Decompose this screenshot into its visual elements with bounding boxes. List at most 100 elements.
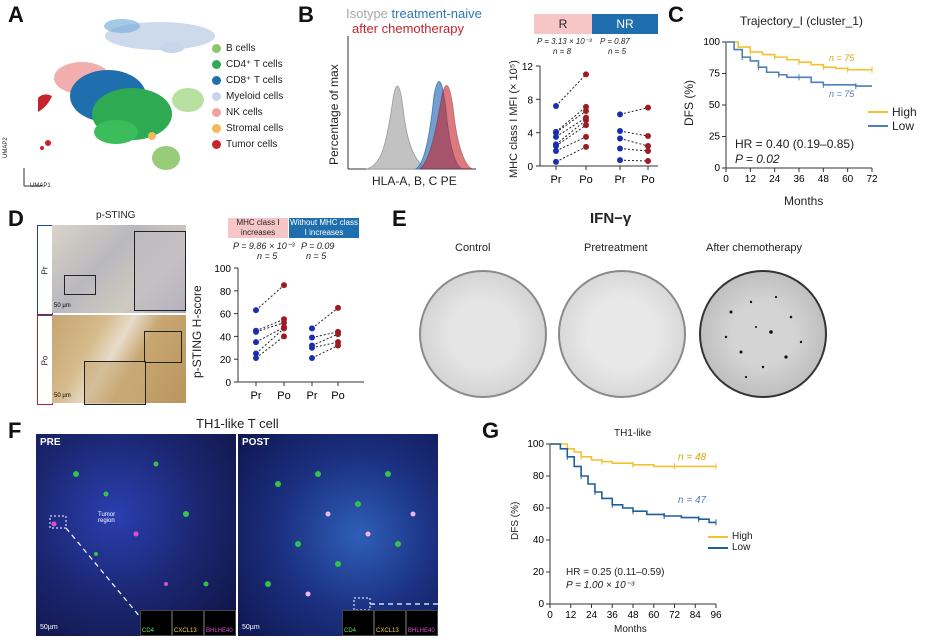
umap-axes xyxy=(23,168,42,187)
y-tick-label: 100 xyxy=(703,37,720,48)
umap1-label: UMAP1 xyxy=(30,183,51,189)
y-tick-label: 60 xyxy=(533,503,545,514)
ihc-side-pr: Pr xyxy=(37,225,53,315)
y-tick-label: 60 xyxy=(220,310,232,321)
pair-line xyxy=(255,322,285,333)
pre-point xyxy=(253,328,259,335)
km-c-xlabel: Months xyxy=(784,194,824,208)
km-c-leg-low: Low xyxy=(892,119,915,133)
inset-post-cxcl13: CXCL13 xyxy=(374,610,406,636)
x-tick-label: 48 xyxy=(627,610,639,621)
post-point xyxy=(335,304,341,311)
if-pre-dots xyxy=(49,461,209,636)
group-nr-box: NR xyxy=(592,14,658,34)
pair-line xyxy=(555,106,587,133)
inset-cxcl13-label: CXCL13 xyxy=(174,628,197,634)
y-tick-label: 80 xyxy=(220,287,232,298)
pre-point xyxy=(553,129,559,136)
umap-legend-dot xyxy=(212,91,221,101)
pair-line xyxy=(311,307,339,329)
post-point xyxy=(583,117,589,124)
umap-legend-label: CD4⁺ T cells xyxy=(226,58,283,70)
y-tick-label: 40 xyxy=(533,535,545,546)
legend-naive: treatment-naive xyxy=(391,6,482,21)
box-inc: MHC class I increases xyxy=(228,218,288,238)
km-g-n-low: n = 47 xyxy=(678,495,707,506)
ihc-title: p-STING xyxy=(96,210,136,221)
umap-legend-item: Tumor cells xyxy=(212,136,283,152)
y-tick-label: 20 xyxy=(220,355,232,366)
km-c-leg-high: High xyxy=(892,105,917,119)
pair-line xyxy=(555,110,587,134)
legend-isotype: Isotype xyxy=(346,6,388,21)
x-tick-label: Pr xyxy=(307,390,318,402)
x-tick-label: 0 xyxy=(723,174,729,185)
inset-cd4: CD4 xyxy=(140,610,172,636)
pair-line xyxy=(555,117,587,138)
umap-myeloid-cluster xyxy=(104,19,215,53)
post-point xyxy=(645,133,651,139)
inset-bhlhe40-label: BHLHE40 xyxy=(206,628,233,634)
p-inc: P = 9.86 × 10⁻³ xyxy=(233,241,295,251)
umap-legend-label: Myeloid cells xyxy=(226,90,284,102)
well-label-1: Pretreatment xyxy=(584,242,648,254)
pre-point xyxy=(253,339,259,346)
pair-line xyxy=(619,130,649,137)
post-point xyxy=(645,143,651,149)
umap-legend-dot xyxy=(212,43,221,53)
umap-legend-label: CD8⁺ T cells xyxy=(226,74,283,86)
if-scale-post: 50µm xyxy=(242,624,260,631)
legend-after: after chemotherapy xyxy=(352,21,465,36)
p-without: P = 0.09 xyxy=(301,241,335,251)
if-title: TH1-like T cell xyxy=(196,416,279,431)
ihc-roi-po xyxy=(144,331,182,363)
inset-bhlhe40: BHLHE40 xyxy=(204,610,236,636)
pre-point xyxy=(553,143,559,149)
y-tick-label: 12 xyxy=(522,62,534,73)
ihc-scale-pr: 50 µm xyxy=(54,303,71,309)
if-inset-pre: CD4 CXCL13 BHLHE40 xyxy=(140,610,236,636)
well-spots xyxy=(724,295,803,379)
umap-legend-item: CD8⁺ T cells xyxy=(212,72,283,88)
inset-cxcl13: CXCL13 xyxy=(172,610,204,636)
x-tick-label: Pr xyxy=(615,174,626,186)
histogram-ylabel: Percentage of max xyxy=(327,64,341,165)
inset-post-cxcl13-label: CXCL13 xyxy=(376,628,399,634)
km-c-plot: 0 25 50 75 100 0 12 24 36 48 60 72 xyxy=(703,37,878,185)
isotype-histogram xyxy=(365,85,429,170)
y-tick-label: 0 xyxy=(225,378,231,389)
y-tick-label: 0 xyxy=(538,599,544,610)
pre-point xyxy=(309,325,315,332)
box-without: Without MHC class I increases xyxy=(289,218,359,238)
y-tick-label: 4 xyxy=(527,129,533,140)
n-without: n = 5 xyxy=(306,251,327,261)
umap-legend-item: NK cells xyxy=(212,104,283,120)
pair-line xyxy=(555,73,587,107)
x-tick-label: 72 xyxy=(669,610,681,621)
km-g-hr: HR = 0.25 (0.11–0.59) xyxy=(566,567,665,578)
umap-legend-label: NK cells xyxy=(226,106,263,118)
pair-line xyxy=(619,159,649,162)
umap-legend-dot xyxy=(212,139,221,149)
y-tick-label: 25 xyxy=(709,132,721,143)
post-point xyxy=(645,148,651,154)
y-tick-label: 8 xyxy=(527,95,533,106)
post-point xyxy=(583,133,589,140)
panel-label-g: G xyxy=(482,418,500,443)
ihc-image-pr: 50 µm xyxy=(52,225,186,313)
histogram-xlabel: HLA-A, B, C PE xyxy=(372,174,457,188)
km-g-leg-low: Low xyxy=(732,542,751,553)
post-point xyxy=(281,319,287,326)
pre-point xyxy=(253,307,259,314)
ihc-side-pr-label: Pr xyxy=(40,266,50,274)
x-tick-label: Pr xyxy=(251,390,262,402)
sting-ylabel: p-STING H-score xyxy=(190,285,204,378)
pre-point xyxy=(617,111,623,118)
x-tick-label: 36 xyxy=(607,610,619,621)
if-image-post: POST 50µm CD4 CXCL13 BHLHE40 xyxy=(238,434,438,636)
pair-line xyxy=(255,318,285,332)
km-g-plot: 0 20 40 60 80 100 0 12 24 36 48 60 72 84 96 xyxy=(527,439,722,621)
elispot-title: IFN−γ xyxy=(590,210,632,227)
ihc-inset-pr xyxy=(134,231,186,311)
pair-line xyxy=(619,148,649,152)
